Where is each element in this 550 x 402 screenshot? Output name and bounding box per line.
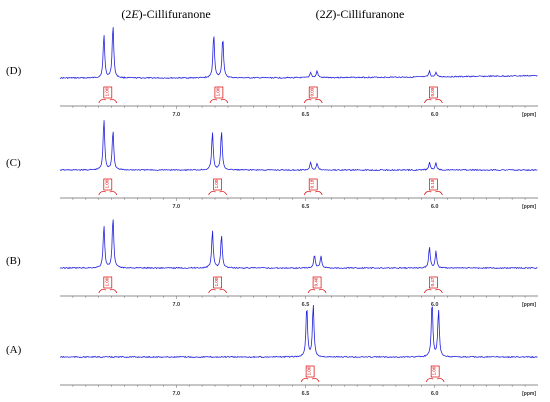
integral-mark: 1.00: [98, 276, 118, 294]
integral-label: 0.46: [314, 277, 319, 286]
integral-mark: 1.00: [425, 365, 445, 383]
integral-label: 1.00: [214, 277, 219, 286]
tick-label: 6.5: [302, 302, 310, 308]
integral-mark: 0.09: [424, 86, 443, 104]
tick-label: 6.5: [302, 204, 310, 210]
integral-mark: 0.18: [303, 178, 323, 196]
tick-label: 6.5: [302, 112, 310, 118]
integral-mark: 1.00: [300, 365, 320, 383]
integral-label: 1.00: [432, 366, 437, 375]
spectrum-panel: (D) 1.00 1.00 0.09 0.09 7.0 6.5 6.0 [ppm]: [6, 27, 538, 118]
integral-label: 1.00: [104, 179, 109, 188]
integral-label: 1.00: [104, 277, 109, 286]
integral-label: 0.18: [310, 179, 315, 188]
panel-label: (D): [6, 65, 22, 77]
spectrum-panel: (A) 1.00 1.00 7.0 6.5 6.0 [ppm]: [6, 304, 538, 397]
spectrum-line: [60, 27, 538, 80]
integral-mark: 1.00: [209, 86, 229, 104]
spectrum-line: [59, 120, 538, 172]
integral-label: 0.09: [430, 87, 435, 96]
integral-label: 1.00: [215, 87, 220, 96]
integral-mark: 1.00: [208, 276, 227, 294]
x-axis-label: [ppm]: [522, 302, 536, 308]
spectrum-panel: (C) 1.00 1.00 0.18 0.18 7.0 6.5 6.0 [ppm]: [6, 120, 538, 210]
integral-mark: 0.09: [303, 86, 323, 104]
tick-label: 6.0: [431, 302, 439, 308]
header-label-2e: (2E)-Cillifuranone: [121, 7, 210, 21]
tick-label: 7.0: [172, 204, 180, 210]
spectra-panels: (D) 1.00 1.00 0.09 0.09 7.0 6.5 6.0 [ppm] (C) 1.00…: [6, 27, 538, 397]
integral-label: 1.00: [104, 87, 109, 96]
tick-label: 7.0: [172, 391, 180, 397]
integral-mark: 0.18: [424, 178, 443, 196]
panel-label: (C): [6, 157, 21, 169]
integral-label: 0.09: [310, 87, 315, 96]
integral-mark: 1.00: [208, 178, 227, 196]
integral-mark: 1.00: [98, 178, 118, 196]
x-axis-label: [ppm]: [522, 391, 536, 397]
spectrum-line: [59, 304, 538, 359]
x-axis-label: [ppm]: [522, 112, 536, 118]
integral-label: 0.18: [430, 179, 435, 188]
spectrum-panel: (B) 1.00 1.00 0.46 0.47 7.0 6.5 6.0 [ppm]: [6, 219, 538, 308]
integral-mark: 0.46: [307, 276, 327, 294]
header-label-2z: (2Z)-Cillifuranone: [316, 7, 405, 21]
integral-mark: 0.47: [424, 276, 443, 294]
x-axis-label: [ppm]: [522, 204, 536, 210]
integral-mark: 1.00: [98, 86, 118, 104]
tick-label: 6.5: [302, 391, 310, 397]
panel-label: (A): [6, 344, 22, 356]
tick-label: 7.0: [172, 112, 180, 118]
panel-label: (B): [6, 255, 21, 267]
tick-label: 6.0: [431, 204, 439, 210]
spectrum-line: [59, 219, 538, 270]
integral-label: 1.00: [307, 366, 312, 375]
integral-label: 0.47: [430, 277, 435, 286]
tick-label: 6.0: [431, 112, 439, 118]
tick-label: 7.0: [172, 302, 180, 308]
integral-label: 1.00: [214, 179, 219, 188]
tick-label: 6.0: [431, 391, 439, 397]
